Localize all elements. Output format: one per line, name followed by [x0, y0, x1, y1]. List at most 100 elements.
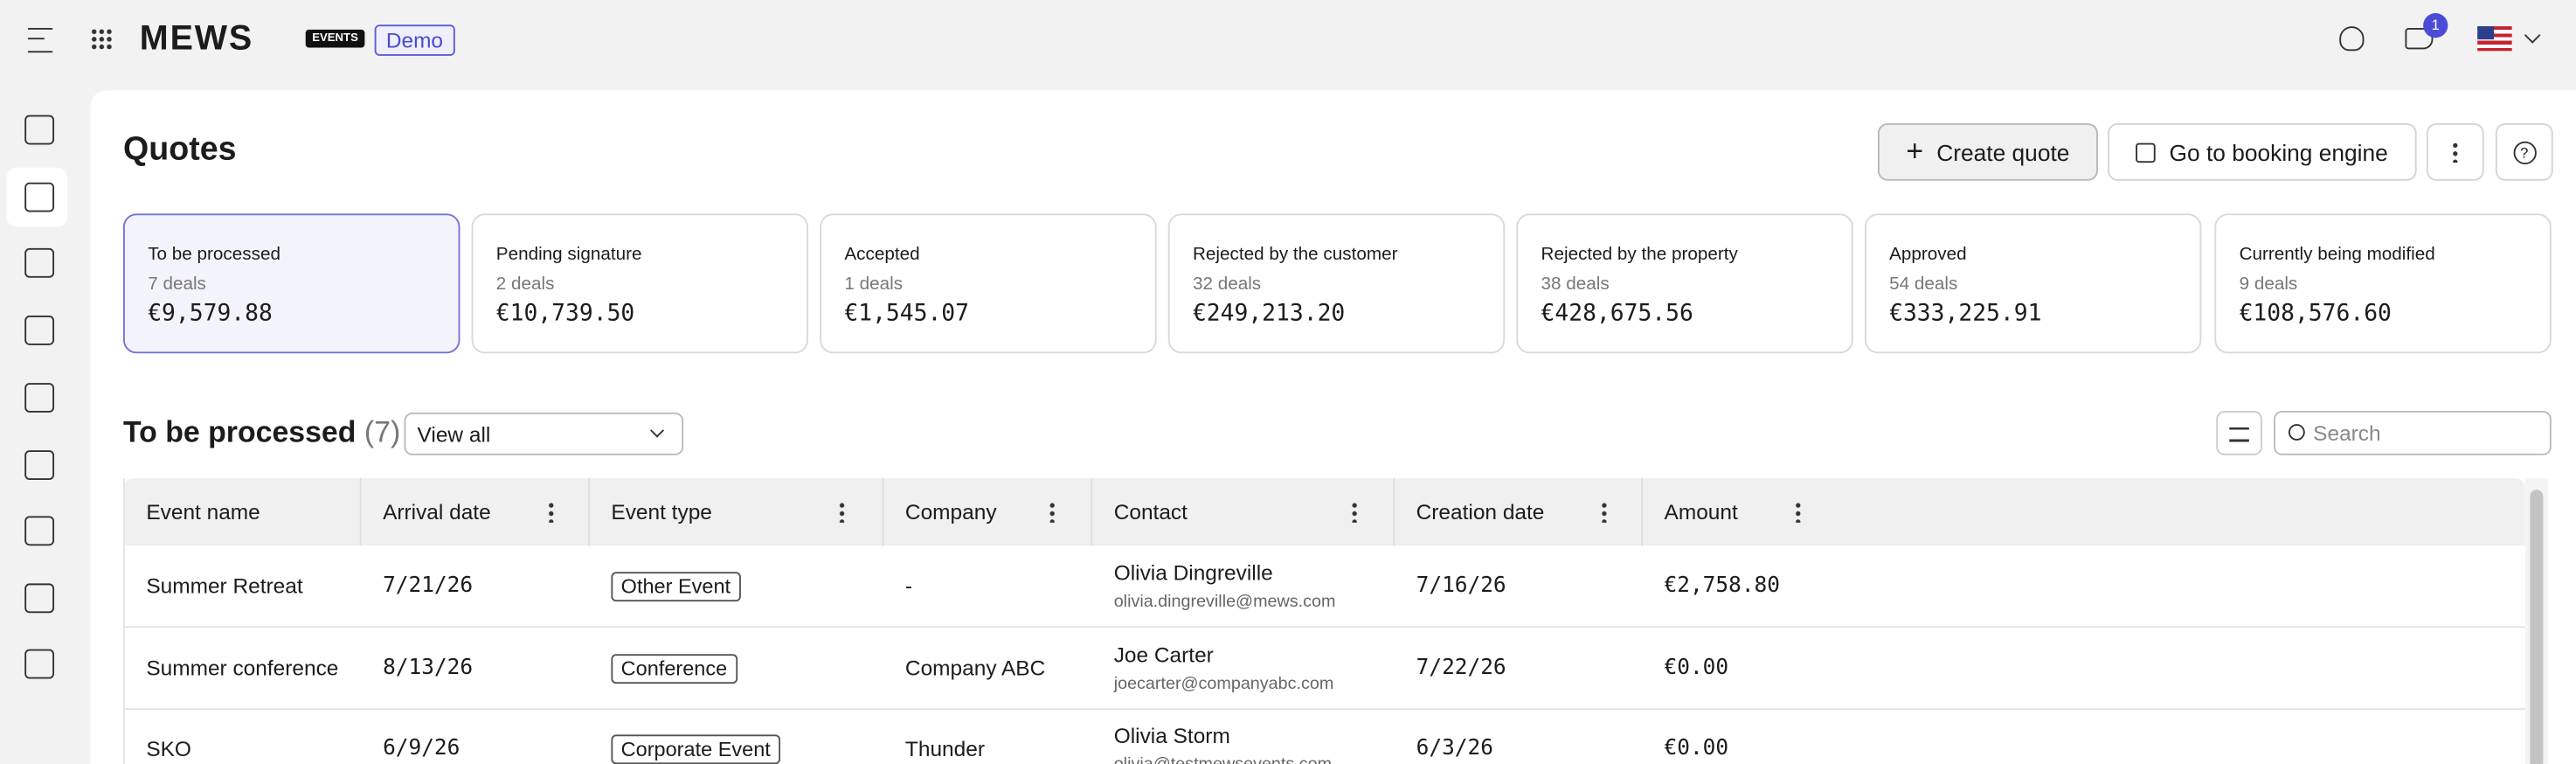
cell: €0.00 [1664, 736, 1729, 761]
card-label: Pending signature [495, 245, 642, 265]
status-card[interactable]: Rejected by the property 38 deals €428,675… [1516, 213, 1853, 354]
section-count: (7) [364, 415, 401, 449]
card-deals: 2 deals [495, 274, 555, 295]
status-card[interactable]: Approved 54 deals €333,225.91 [1864, 213, 2202, 354]
card-amount: €108,576.60 [2239, 301, 2392, 328]
event-type: Other Event [611, 572, 741, 602]
table-left-border [123, 478, 125, 764]
event-type: Conference [611, 653, 737, 684]
card-label: Accepted [844, 245, 920, 265]
section-title: To be processed (7) [123, 416, 400, 450]
sidebar-icon[interactable] [24, 315, 55, 345]
status-card[interactable]: Currently being modified 9 deals €108,576.… [2214, 213, 2552, 354]
sidebar-icon[interactable] [24, 182, 55, 212]
notification-count: 1 [2423, 13, 2448, 38]
status-card[interactable]: Pending signature 2 deals €10,739.50 [471, 213, 809, 354]
support-icon[interactable] [2339, 26, 2365, 52]
status-card[interactable]: Rejected by the customer 32 deals €249,213… [1167, 213, 1506, 354]
cell: Summer conference [146, 655, 339, 680]
card-label: Currently being modified [2239, 245, 2435, 265]
scrollbar [2524, 478, 2549, 764]
column-menu[interactable] [1795, 501, 1801, 523]
event-type: Corporate Event [611, 734, 781, 764]
column-header: Company [904, 499, 997, 524]
column-divider [882, 478, 884, 546]
view-select[interactable]: View all [404, 412, 684, 455]
logo: MEWS [139, 19, 254, 58]
cell: €0.00 [1664, 655, 1729, 680]
chevron[interactable] [2524, 27, 2541, 44]
card-deals: 54 deals [1889, 274, 1958, 295]
filter-button[interactable] [2216, 411, 2262, 455]
more-button[interactable] [2426, 123, 2484, 181]
card-amount: €428,675.56 [1541, 301, 1693, 328]
column-menu[interactable] [1049, 501, 1056, 523]
sidebar-icon[interactable] [24, 247, 55, 278]
card-amount: €249,213.20 [1192, 301, 1346, 328]
column-menu[interactable] [839, 501, 845, 523]
column-menu[interactable] [1602, 501, 1607, 523]
contact-name: Joe Carter [1113, 642, 1214, 667]
sidebar-icon[interactable] [24, 583, 55, 614]
button-label: Create quote [1936, 138, 2070, 165]
select-value: View all [417, 422, 491, 448]
card-amount: €10,739.50 [495, 301, 635, 328]
row-divider [123, 626, 2525, 629]
contact-name: Olivia Storm [1113, 723, 1230, 748]
card-label: To be processed [148, 245, 280, 265]
column-divider [1091, 478, 1093, 546]
card-amount: €9,579.88 [148, 301, 273, 328]
help-button[interactable]: ? [2495, 123, 2553, 181]
sidebar-icon[interactable] [24, 516, 55, 546]
column-divider [1393, 478, 1395, 546]
section-name: To be processed [123, 415, 357, 449]
cell: SKO [146, 736, 191, 761]
sidebar-icon[interactable] [24, 383, 55, 413]
row-divider [123, 707, 2525, 710]
column-menu[interactable] [548, 501, 554, 523]
card-deals: 1 deals [844, 274, 904, 295]
card-deals: 38 deals [1541, 274, 1610, 295]
booking-engine-button[interactable]: Go to booking engine [2108, 123, 2417, 181]
sidebar-icon[interactable] [24, 649, 55, 679]
card-label: Rejected by the property [1541, 245, 1738, 265]
flag[interactable] [2477, 26, 2512, 52]
cell: €2,758.80 [1664, 573, 1781, 599]
sidebar-icon[interactable] [24, 450, 55, 480]
card-amount: €1,545.07 [844, 301, 969, 328]
cell: Company ABC [904, 655, 1046, 680]
column-divider [588, 478, 590, 546]
search-input[interactable]: Search [2274, 411, 2552, 455]
column-header: Event type [611, 499, 712, 524]
column-header: Creation date [1416, 499, 1545, 524]
cell: 7/22/26 [1416, 655, 1506, 680]
card-deals: 9 deals [2239, 274, 2298, 295]
contact-email: joecarter@companyabc.com [1113, 672, 1334, 693]
card-label: Rejected by the customer [1192, 245, 1398, 265]
menu-icon[interactable] [27, 27, 53, 53]
status-card[interactable]: To be processed 7 deals €9,579.88 [123, 213, 460, 354]
search-placeholder: Search [2313, 420, 2381, 446]
column-divider [1641, 478, 1644, 546]
card-deals: 32 deals [1192, 274, 1262, 295]
column-divider [359, 478, 362, 546]
contact-name: Olivia Dingreville [1113, 560, 1273, 586]
create-quote-button[interactable]: + Create quote [1877, 123, 2098, 181]
status-card[interactable]: Accepted 1 deals €1,545.07 [820, 213, 1157, 354]
table-header [123, 478, 2525, 546]
cell: 7/21/26 [383, 573, 474, 599]
cell: 7/16/26 [1416, 573, 1506, 599]
sidebar-active [6, 167, 68, 227]
card-deals: 7 deals [148, 274, 206, 295]
cell: Thunder [904, 736, 985, 761]
cell: 8/13/26 [383, 655, 474, 680]
column-header: Amount [1664, 499, 1738, 524]
sidebar-icon[interactable] [24, 115, 55, 145]
apps-icon[interactable] [90, 27, 112, 50]
cell: 6/9/26 [383, 736, 460, 761]
contact-email: olivia@testmewsevents.com [1114, 754, 1332, 764]
announce-icon[interactable] [2405, 27, 2434, 50]
column-menu[interactable] [1352, 501, 1357, 523]
